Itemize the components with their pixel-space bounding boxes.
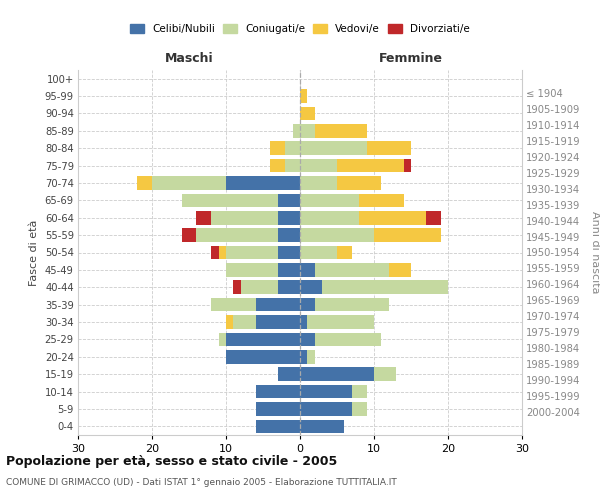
Bar (389, 263, 411, 276)
Text: Femmine: Femmine (379, 52, 443, 65)
Bar (226, 176, 300, 190)
Bar (300, 176, 337, 190)
Bar (211, 211, 278, 224)
Bar (278, 246, 300, 260)
Bar (278, 211, 300, 224)
Bar (271, 142, 285, 155)
Bar (300, 263, 315, 276)
Bar (300, 124, 315, 138)
Bar (404, 159, 411, 172)
Bar (211, 246, 218, 260)
Bar (293, 124, 300, 138)
Bar (285, 142, 300, 155)
Bar (315, 298, 389, 312)
Y-axis label: Fasce di età: Fasce di età (29, 220, 39, 286)
Bar (300, 194, 359, 207)
Bar (300, 106, 315, 120)
Bar (374, 228, 440, 242)
Bar (359, 194, 404, 207)
Bar (359, 211, 426, 224)
Bar (300, 246, 337, 260)
Bar (300, 280, 322, 294)
Bar (300, 332, 315, 346)
Bar (352, 385, 367, 398)
Bar (322, 280, 448, 294)
Text: Maschi: Maschi (164, 52, 214, 65)
Bar (226, 332, 300, 346)
Text: Popolazione per età, sesso e stato civile - 2005: Popolazione per età, sesso e stato civil… (6, 455, 337, 468)
Bar (278, 368, 300, 381)
Bar (271, 159, 285, 172)
Bar (300, 368, 374, 381)
Bar (307, 350, 315, 364)
Bar (182, 194, 278, 207)
Bar (182, 228, 196, 242)
Bar (233, 280, 241, 294)
Bar (300, 350, 307, 364)
Bar (226, 263, 278, 276)
Bar (196, 228, 278, 242)
Bar (307, 315, 374, 329)
Bar (352, 402, 367, 415)
Bar (315, 263, 389, 276)
Bar (218, 332, 226, 346)
Bar (278, 194, 300, 207)
Bar (256, 420, 300, 433)
Text: COMUNE DI GRIMACCO (UD) - Dati ISTAT 1° gennaio 2005 - Elaborazione TUTTITALIA.I: COMUNE DI GRIMACCO (UD) - Dati ISTAT 1° … (6, 478, 397, 487)
Bar (300, 228, 374, 242)
Bar (285, 159, 300, 172)
Bar (300, 385, 352, 398)
Bar (278, 263, 300, 276)
Bar (152, 176, 226, 190)
Bar (300, 211, 359, 224)
Bar (337, 159, 404, 172)
Bar (337, 246, 352, 260)
Bar (367, 142, 411, 155)
Bar (300, 402, 352, 415)
Bar (256, 315, 300, 329)
Bar (337, 176, 382, 190)
Bar (278, 280, 300, 294)
Bar (226, 350, 300, 364)
Bar (426, 211, 440, 224)
Bar (226, 315, 233, 329)
Legend: Celibi/Nubili, Coniugati/e, Vedovi/e, Divorziati/e: Celibi/Nubili, Coniugati/e, Vedovi/e, Di… (130, 24, 470, 34)
Bar (278, 228, 300, 242)
Bar (300, 90, 307, 103)
Y-axis label: Anni di nascita: Anni di nascita (590, 211, 600, 294)
Bar (300, 420, 344, 433)
Bar (300, 142, 367, 155)
Bar (300, 159, 337, 172)
Bar (137, 176, 152, 190)
Bar (315, 124, 367, 138)
Bar (226, 246, 278, 260)
Bar (211, 298, 256, 312)
Bar (256, 385, 300, 398)
Bar (218, 246, 226, 260)
Bar (241, 280, 278, 294)
Bar (233, 315, 256, 329)
Bar (300, 298, 315, 312)
Bar (256, 402, 300, 415)
Bar (315, 332, 382, 346)
Bar (256, 298, 300, 312)
Bar (374, 368, 396, 381)
Bar (196, 211, 211, 224)
Bar (300, 315, 307, 329)
